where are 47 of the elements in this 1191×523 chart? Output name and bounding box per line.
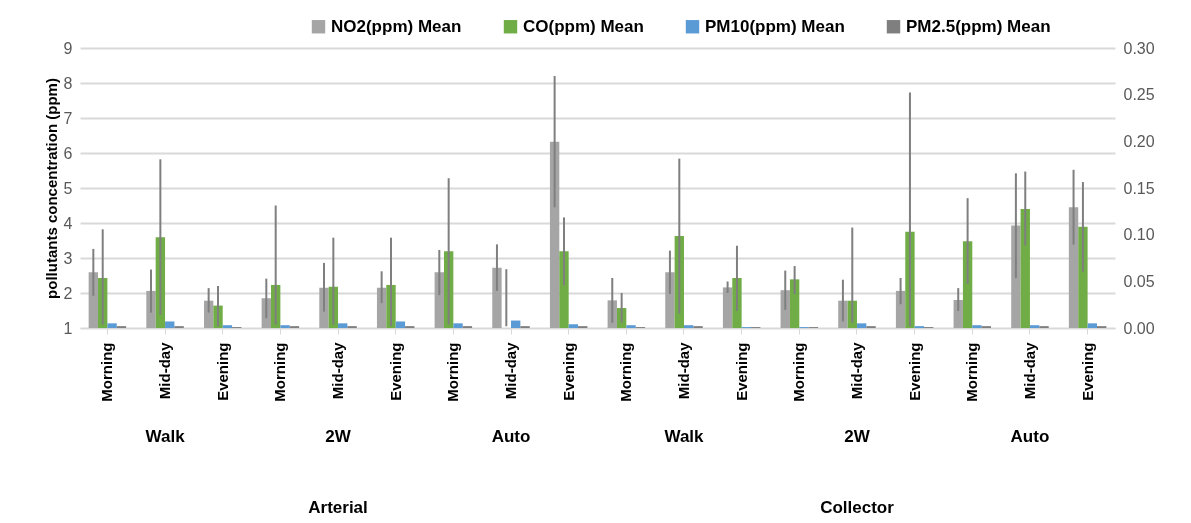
x-tick-label: Morning [444, 342, 462, 402]
x-tick-label: Morning [963, 342, 981, 402]
y2-tick-label: 0.00 [1123, 319, 1155, 337]
y2-tick-label: 0.15 [1123, 179, 1155, 197]
y-tick-label: 6 [63, 144, 73, 162]
x-tick-label: Evening [386, 342, 404, 401]
y-tick-label: 8 [63, 74, 73, 92]
text: Auto [1010, 427, 1050, 446]
legend-label: NO2(ppm) Mean [331, 16, 462, 36]
text: Collector [820, 498, 895, 517]
y2-tick-label: 0.30 [1123, 39, 1155, 57]
text: Auto [491, 427, 531, 446]
x-tick-label: Mid-day [329, 341, 347, 400]
x-tick-label: Mid-day [502, 341, 520, 400]
x-tick-label: Morning [98, 342, 116, 402]
x-tick-label: Morning [617, 342, 635, 402]
y2-tick-label: 0.10 [1123, 226, 1155, 244]
y2-tick-label: 0.20 [1123, 132, 1155, 150]
y-tick-label: 9 [63, 39, 73, 57]
text: 2W [325, 427, 352, 446]
x-tick-label: Evening [732, 342, 750, 401]
y-tick-label: 2 [63, 284, 73, 302]
x-tick-label: Morning [271, 342, 289, 402]
legend-label: PM2.5(ppm) Mean [906, 16, 1051, 36]
y-tick-label: 5 [63, 179, 73, 197]
y-tick-label: 7 [63, 109, 73, 127]
x-tick-label: Evening [1078, 342, 1096, 401]
x-tick-label: Evening [559, 342, 577, 401]
x-tick-label: Morning [790, 342, 808, 402]
text: 2W [844, 427, 871, 446]
x-tick-label: Evening [905, 342, 923, 401]
x-tick-label: Mid-day [847, 341, 865, 400]
x-tick-label: Mid-day [674, 341, 692, 400]
legend-label: CO(ppm) Mean [523, 16, 644, 36]
y2-tick-label: 0.05 [1123, 272, 1155, 290]
y-tick-label: 3 [63, 249, 73, 267]
y-tick-label: 4 [63, 214, 73, 232]
x-tick-label: Mid-day [1020, 341, 1038, 400]
x-tick-label: Evening [213, 342, 231, 401]
text: Walk [145, 427, 186, 446]
text: Arterial [308, 498, 368, 517]
y2-tick-label: 0.25 [1123, 86, 1155, 104]
y-axis-title: pollutants concentration (ppm) [42, 78, 60, 299]
x-tick-label: Mid-day [156, 341, 174, 400]
y-tick-label: 1 [63, 319, 73, 337]
text: Walk [664, 427, 705, 446]
legend-label: PM10(ppm) Mean [705, 16, 845, 36]
